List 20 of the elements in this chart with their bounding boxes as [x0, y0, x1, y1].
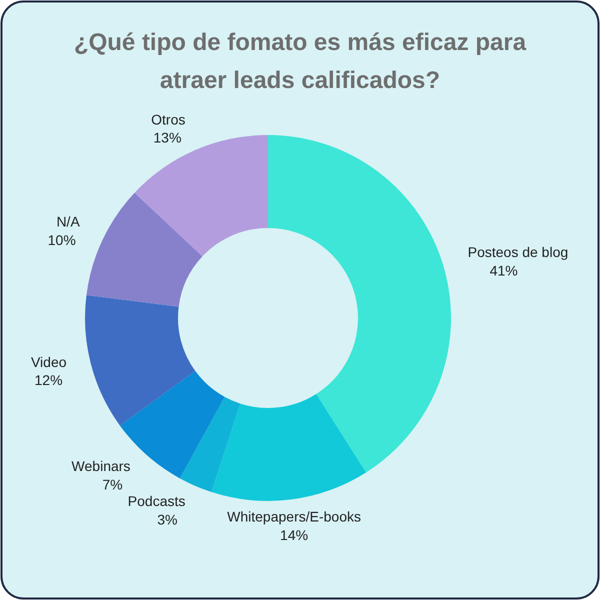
data-label: 12% — [34, 372, 63, 388]
donut-slice — [85, 295, 196, 426]
data-label: 13% — [153, 130, 182, 146]
data-label: 7% — [102, 476, 123, 492]
slice-label: N/A — [56, 214, 80, 230]
slice-label: Video — [30, 354, 67, 370]
donut-slice — [211, 394, 366, 501]
donut-slice — [268, 135, 451, 473]
data-label: 3% — [157, 511, 178, 528]
slice-label: Otros — [151, 111, 186, 128]
slice-label: Posteos de blog — [468, 244, 568, 260]
donut-slice — [180, 396, 240, 492]
donut-slice — [86, 192, 202, 307]
slice-label: Webinars — [72, 458, 130, 474]
slice-label: Podcasts — [128, 493, 186, 510]
slice-label: Whitepapers/E-books — [227, 508, 361, 525]
chart-title: ¿Qué tipo de fomato es más eficaz para atraer leads calificados? — [74, 29, 527, 94]
data-label: 14% — [280, 526, 308, 543]
data-label: 10% — [48, 232, 76, 248]
data-label: 41% — [490, 262, 518, 278]
